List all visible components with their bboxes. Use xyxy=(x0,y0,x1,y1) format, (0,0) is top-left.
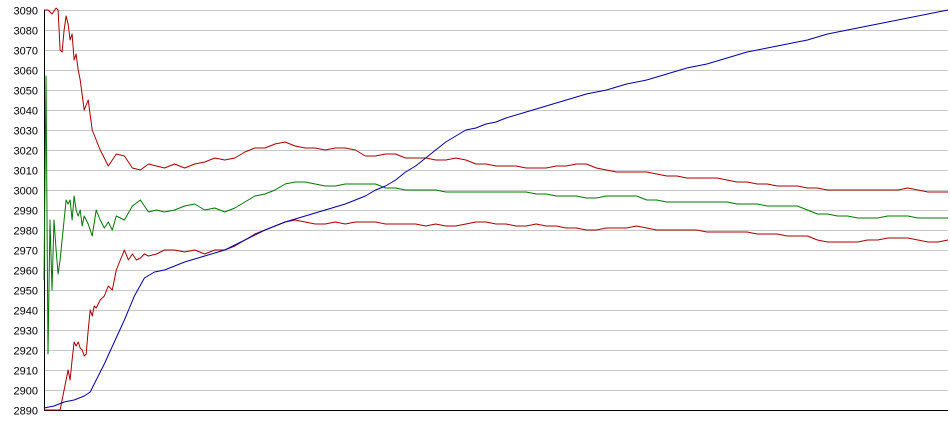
y-tick-label-2920: 2920 xyxy=(14,346,38,358)
y-tick-label-3060: 3060 xyxy=(14,66,38,78)
gridlines xyxy=(44,10,948,411)
y-tick-label-2900: 2900 xyxy=(14,386,38,398)
y-tick-label-3090: 3090 xyxy=(14,6,38,18)
y-tick-label-3020: 3020 xyxy=(14,146,38,158)
series-line-upper-band xyxy=(44,7,948,193)
y-tick-label-3080: 3080 xyxy=(14,26,38,38)
series-line-middle xyxy=(43,75,948,355)
series-line-lower-band xyxy=(44,219,949,411)
y-tick-label-3040: 3040 xyxy=(14,106,38,118)
y-tick-label-2940: 2940 xyxy=(14,306,38,318)
y-tick-label-2960: 2960 xyxy=(14,266,38,278)
y-tick-label-2950: 2950 xyxy=(14,286,38,298)
y-tick-label-3070: 3070 xyxy=(14,46,38,58)
y-tick-label-2990: 2990 xyxy=(14,206,38,218)
y-tick-label-2910: 2910 xyxy=(14,366,38,378)
y-tick-label-2890: 2890 xyxy=(14,406,38,418)
series-lines xyxy=(43,7,949,411)
y-tick-labels: 2890 2900 2910 2920 2930 2940 2950 2960 2970 2980… xyxy=(14,6,38,418)
y-tick-label-3000: 3000 xyxy=(14,186,38,198)
y-tick-label-3010: 3010 xyxy=(14,166,38,178)
y-tick-label-2980: 2980 xyxy=(14,226,38,238)
y-tick-label-2970: 2970 xyxy=(14,246,38,258)
y-tick-label-3030: 3030 xyxy=(14,126,38,138)
y-tick-label-3050: 3050 xyxy=(14,86,38,98)
y-tick-label-2930: 2930 xyxy=(14,326,38,338)
series-line-trend xyxy=(43,9,949,409)
